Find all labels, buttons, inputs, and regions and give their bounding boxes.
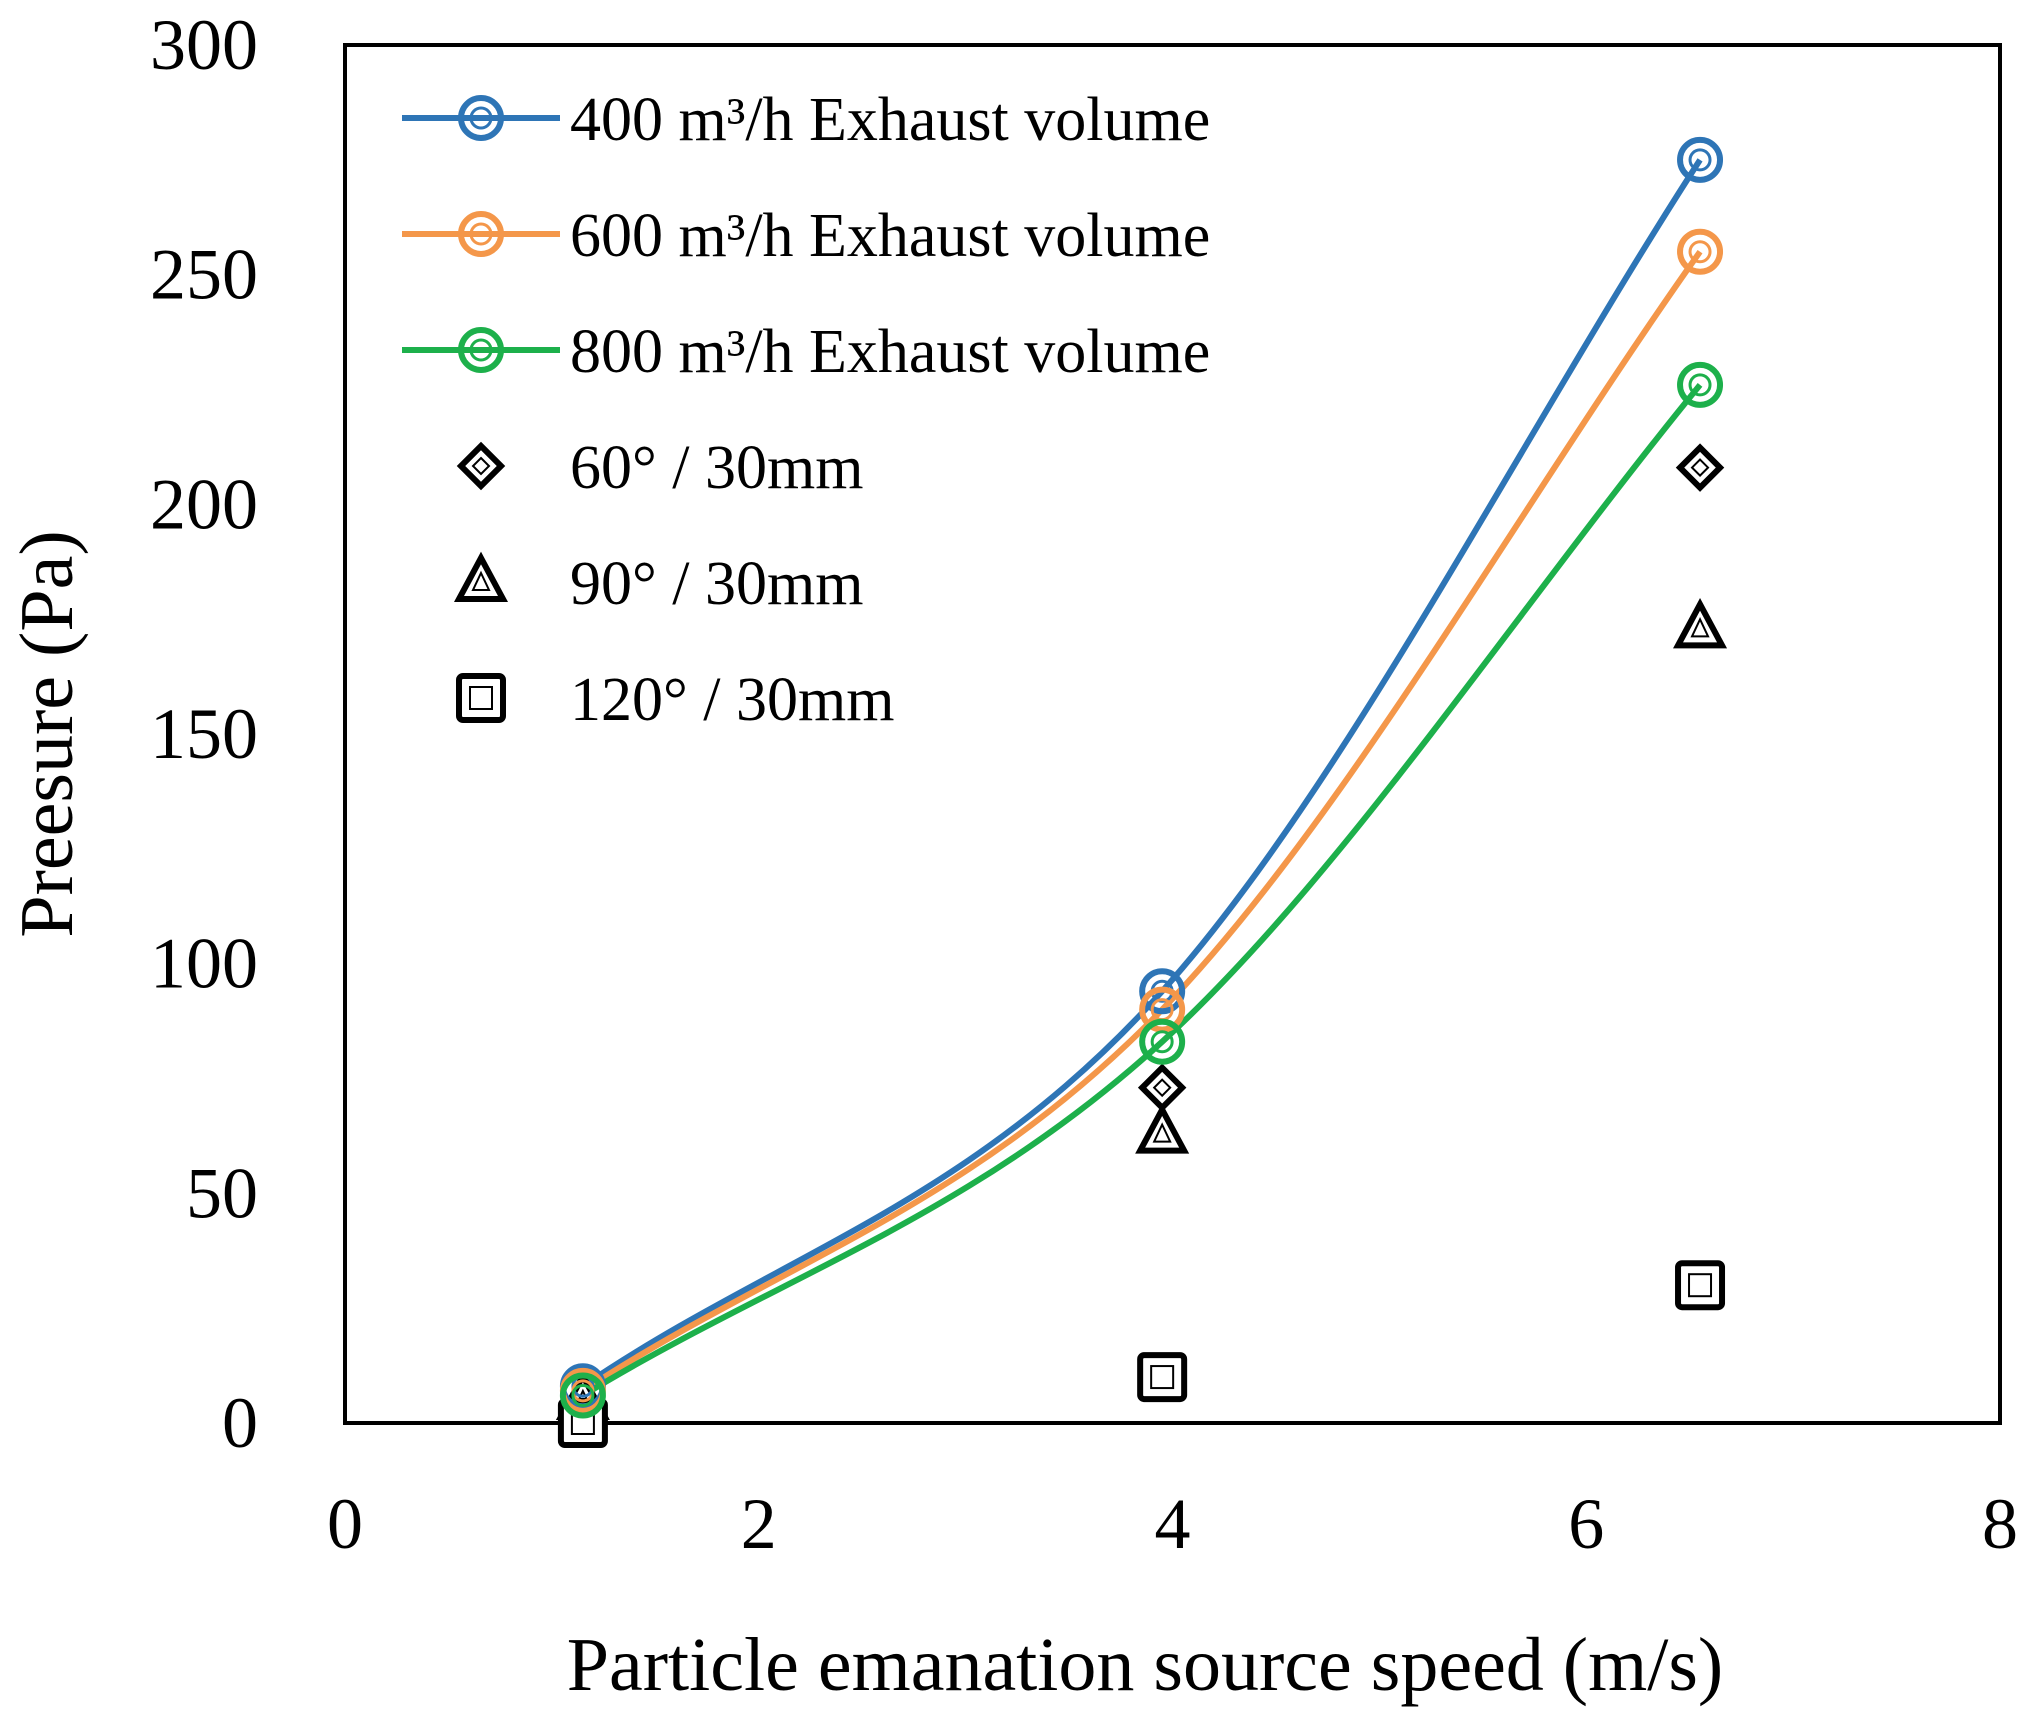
data-point-600-m-h-exhaust-volume-2: [1677, 228, 1724, 275]
x-tick-label: 2: [741, 1484, 777, 1564]
data-point-120-30mm-1: [1137, 1352, 1188, 1403]
legend-item-600-m-h-exhaust-volume: 600 m³/h Exhaust volume: [402, 202, 1210, 270]
x-tick-label: 0: [327, 1484, 363, 1564]
y-tick-label: 250: [150, 235, 258, 315]
legend-item-120-30mm: 120° / 30mm: [456, 666, 894, 734]
x-axis-label: Particle emanation source speed (m/s): [567, 1623, 1723, 1707]
legend-label: 400 m³/h Exhaust volume: [570, 86, 1210, 154]
legend-marker: [453, 551, 509, 602]
legend-label: 600 m³/h Exhaust volume: [570, 202, 1210, 270]
data-point-400-m-h-exhaust-volume-2: [1677, 136, 1724, 183]
x-tick-label: 6: [1568, 1484, 1604, 1564]
data-point-60-30mm-2: [1675, 443, 1725, 492]
legend: 400 m³/h Exhaust volume 600 m³/h Exhaust …: [402, 86, 1210, 734]
legend-label: 90° / 30mm: [570, 550, 863, 618]
series-line-400-m-h-exhaust-volume: [581, 158, 1703, 1389]
y-tick-label: 0: [222, 1383, 258, 1463]
legend-item-400-m-h-exhaust-volume: 400 m³/h Exhaust volume: [402, 86, 1210, 154]
y-tick-label: 150: [150, 694, 258, 774]
legend-marker: [456, 441, 506, 491]
legend-marker: [456, 673, 506, 723]
legend-label: 120° / 30mm: [570, 666, 894, 734]
y-tick-label: 200: [150, 464, 258, 544]
legend-item-90-30mm: 90° / 30mm: [453, 550, 863, 618]
legend-marker: [458, 211, 504, 257]
data-point-800-m-h-exhaust-volume-0: [559, 1372, 606, 1419]
y-tick-label: 300: [150, 5, 258, 85]
y-axis-label: Preesure (Pa): [5, 530, 89, 937]
data-point-800-m-h-exhaust-volume-1: [1139, 1018, 1186, 1065]
x-axis-ticks: 0 2 4 6 8: [327, 1484, 2018, 1564]
x-tick-label: 8: [1982, 1484, 2018, 1564]
legend-marker: [458, 95, 504, 141]
legend-label: 60° / 30mm: [570, 434, 863, 502]
legend-item-60-30mm: 60° / 30mm: [456, 434, 863, 502]
y-tick-label: 100: [150, 924, 258, 1004]
series-markers: [555, 136, 1728, 1448]
y-axis-ticks: 0 50 100 150 200 250 300: [150, 5, 258, 1463]
plot-area: [343, 43, 2002, 1425]
data-point-90-30mm-2: [1673, 598, 1728, 649]
data-point-800-m-h-exhaust-volume-2: [1677, 361, 1724, 408]
legend-marker: [458, 327, 504, 373]
series-line-800-m-h-exhaust-volume: [581, 383, 1703, 1399]
data-point-90-30mm-1: [1135, 1103, 1190, 1154]
x-tick-label: 4: [1155, 1484, 1191, 1564]
legend-label: 800 m³/h Exhaust volume: [570, 318, 1210, 386]
legend-item-800-m-h-exhaust-volume: 800 m³/h Exhaust volume: [402, 318, 1210, 386]
y-tick-label: 50: [186, 1153, 258, 1233]
data-point-120-30mm-2: [1675, 1260, 1726, 1311]
